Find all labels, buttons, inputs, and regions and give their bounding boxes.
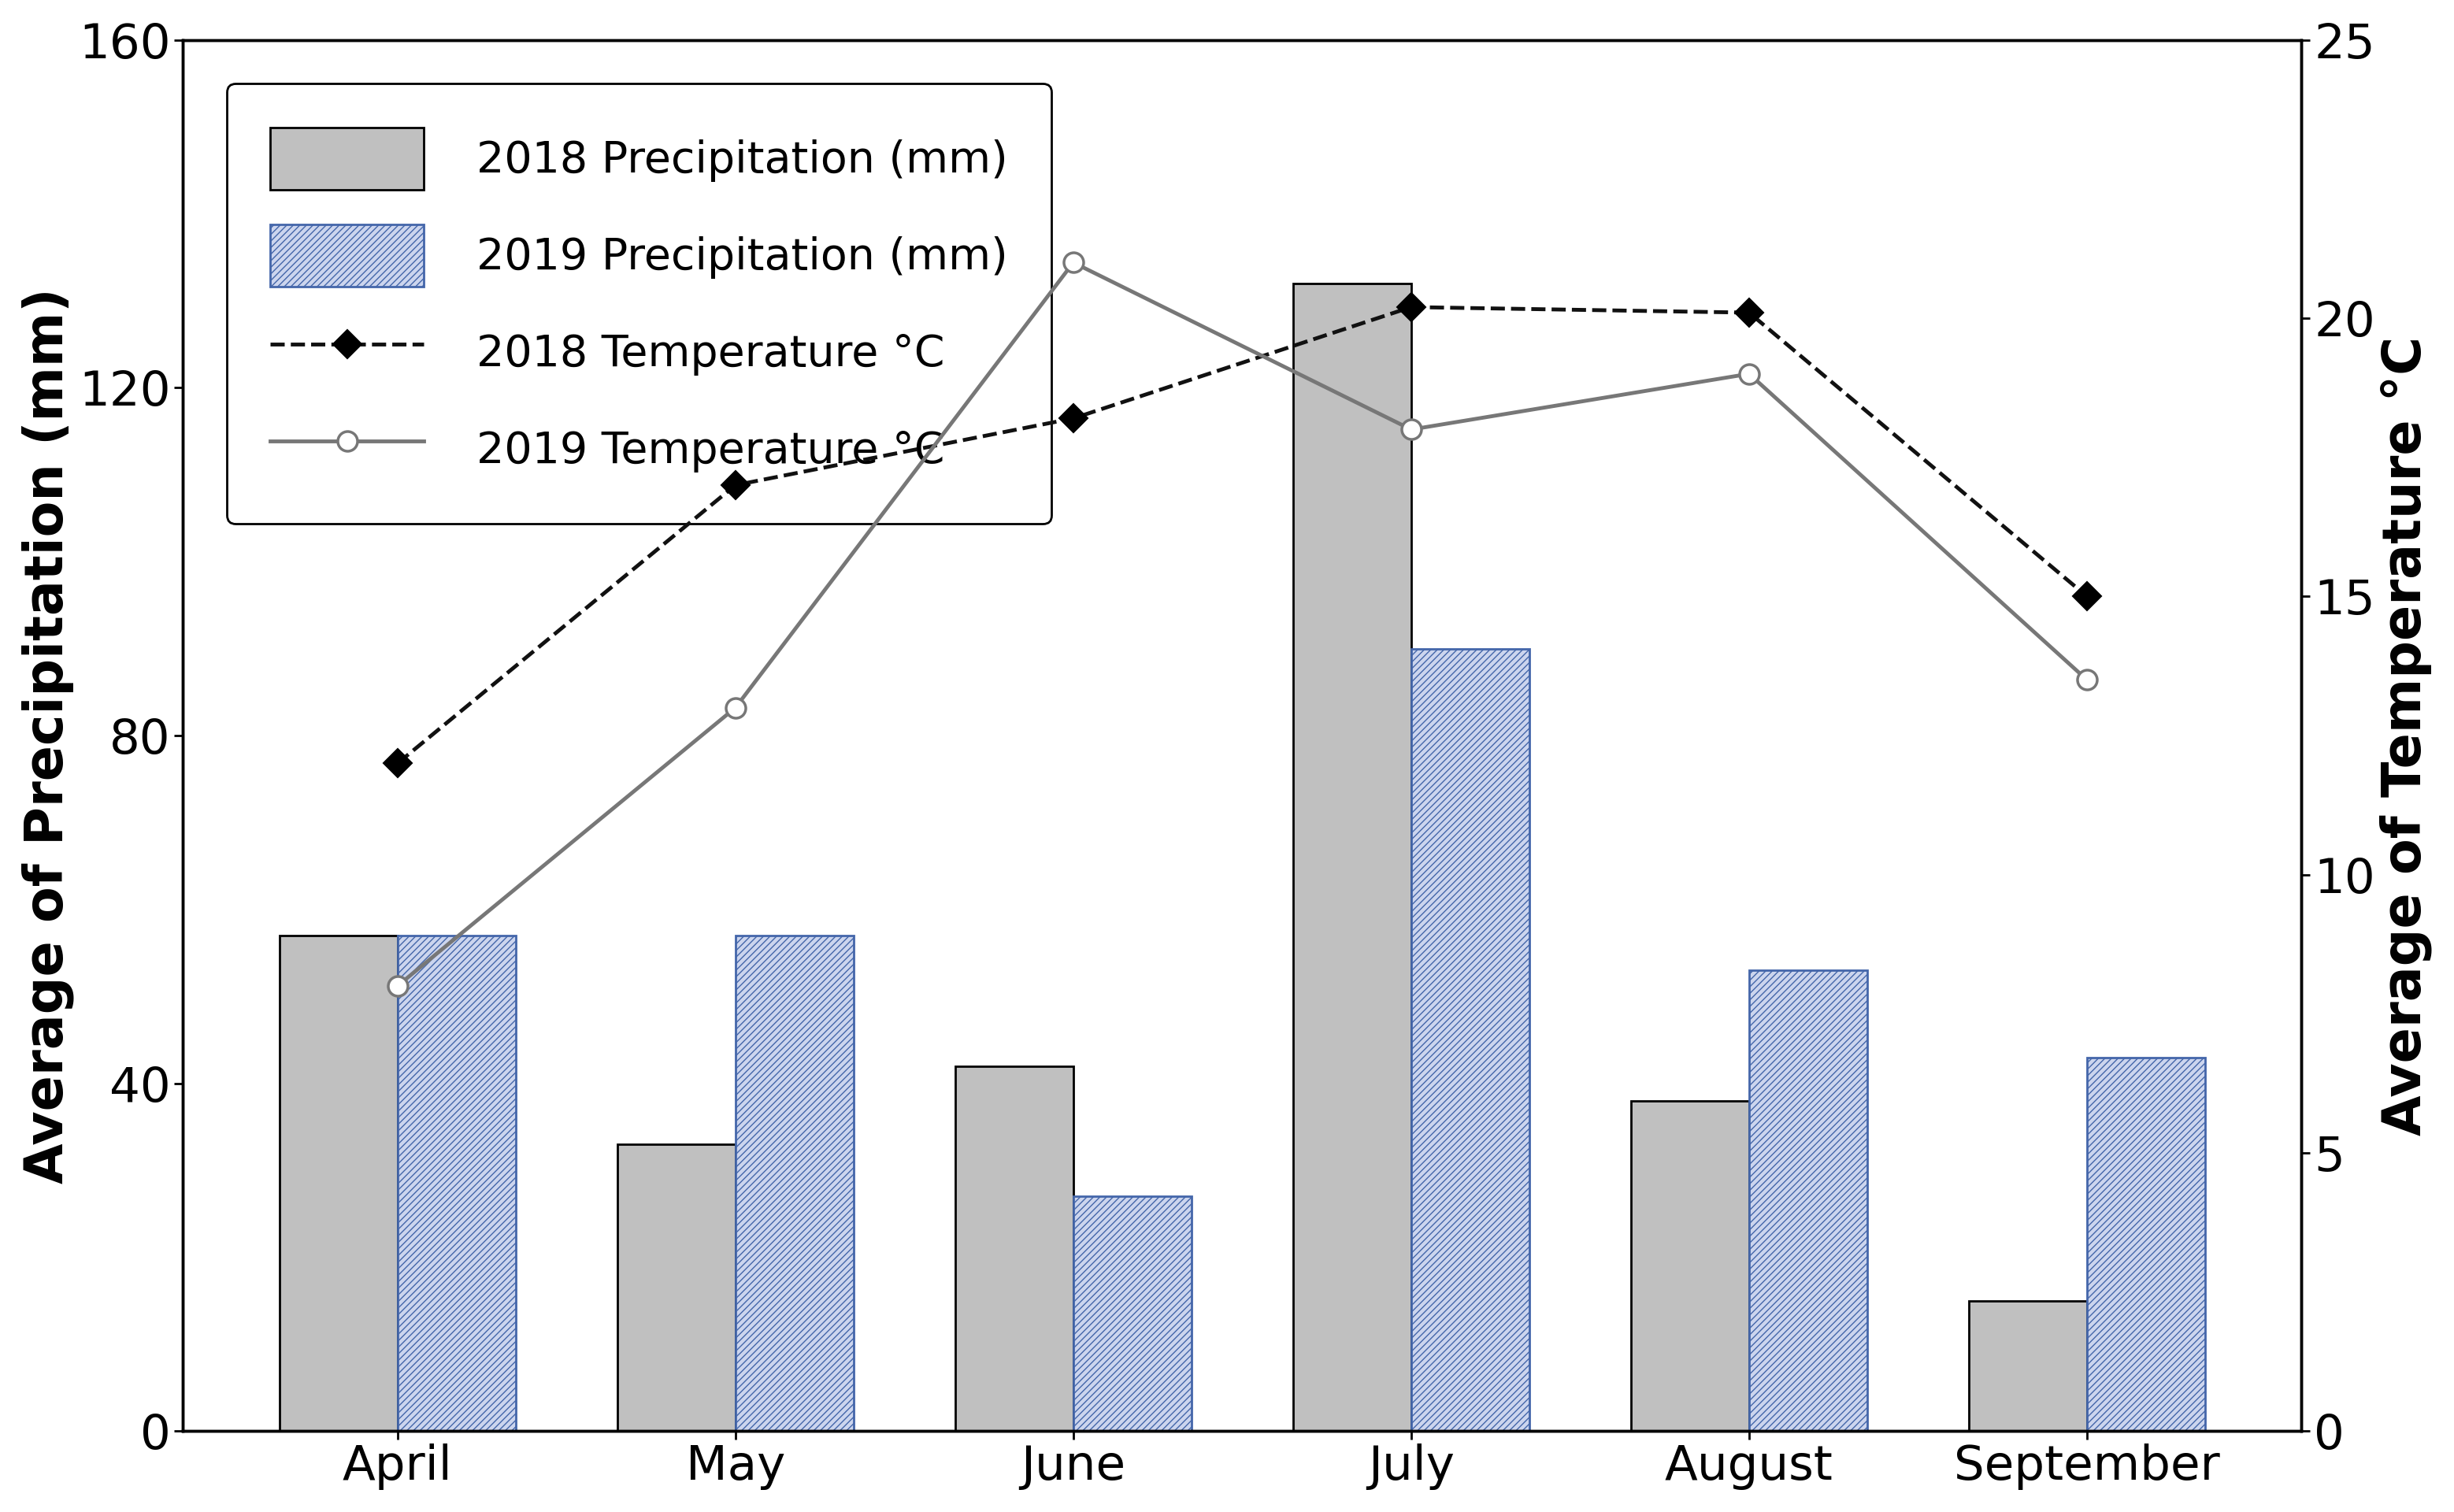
Y-axis label: Average of Precipitation (mm): Average of Precipitation (mm) [22,287,74,1184]
Bar [398,936,515,1430]
2019 Temperature °C [1396,420,1426,438]
Bar [1293,283,1411,1430]
2019 Temperature °C [721,699,751,717]
Bar [280,936,398,1430]
Line: 2019 Temperature °C: 2019 Temperature °C [388,253,2096,996]
2019 Temperature °C [383,977,412,995]
2018 Temperature °C [721,476,751,494]
Bar [1750,971,1867,1430]
Bar [1072,1196,1193,1430]
2019 Temperature °C [1058,254,1087,272]
Bar [2086,1057,2206,1430]
2018 Temperature °C [1058,410,1087,428]
Line: 2018 Temperature °C: 2018 Temperature °C [388,298,2096,773]
Bar [955,1066,1072,1430]
2018 Temperature °C [1735,304,1764,322]
Y-axis label: Average of Temperature °C: Average of Temperature °C [2380,336,2432,1136]
Bar [1968,1300,2086,1430]
2018 Temperature °C [1396,298,1426,316]
Bar [1411,649,1529,1430]
2018 Temperature °C [383,754,412,773]
2019 Temperature °C [1735,364,1764,383]
Bar [736,936,854,1430]
2019 Temperature °C [2071,671,2101,689]
Bar [616,1145,736,1430]
Bar [1632,1101,1750,1430]
2018 Temperature °C [2071,587,2101,605]
Legend: 2018 Precipitation (mm), 2019 Precipitation (mm), 2018 Temperature °C, 2019 Temp: 2018 Precipitation (mm), 2019 Precipitat… [226,83,1050,523]
